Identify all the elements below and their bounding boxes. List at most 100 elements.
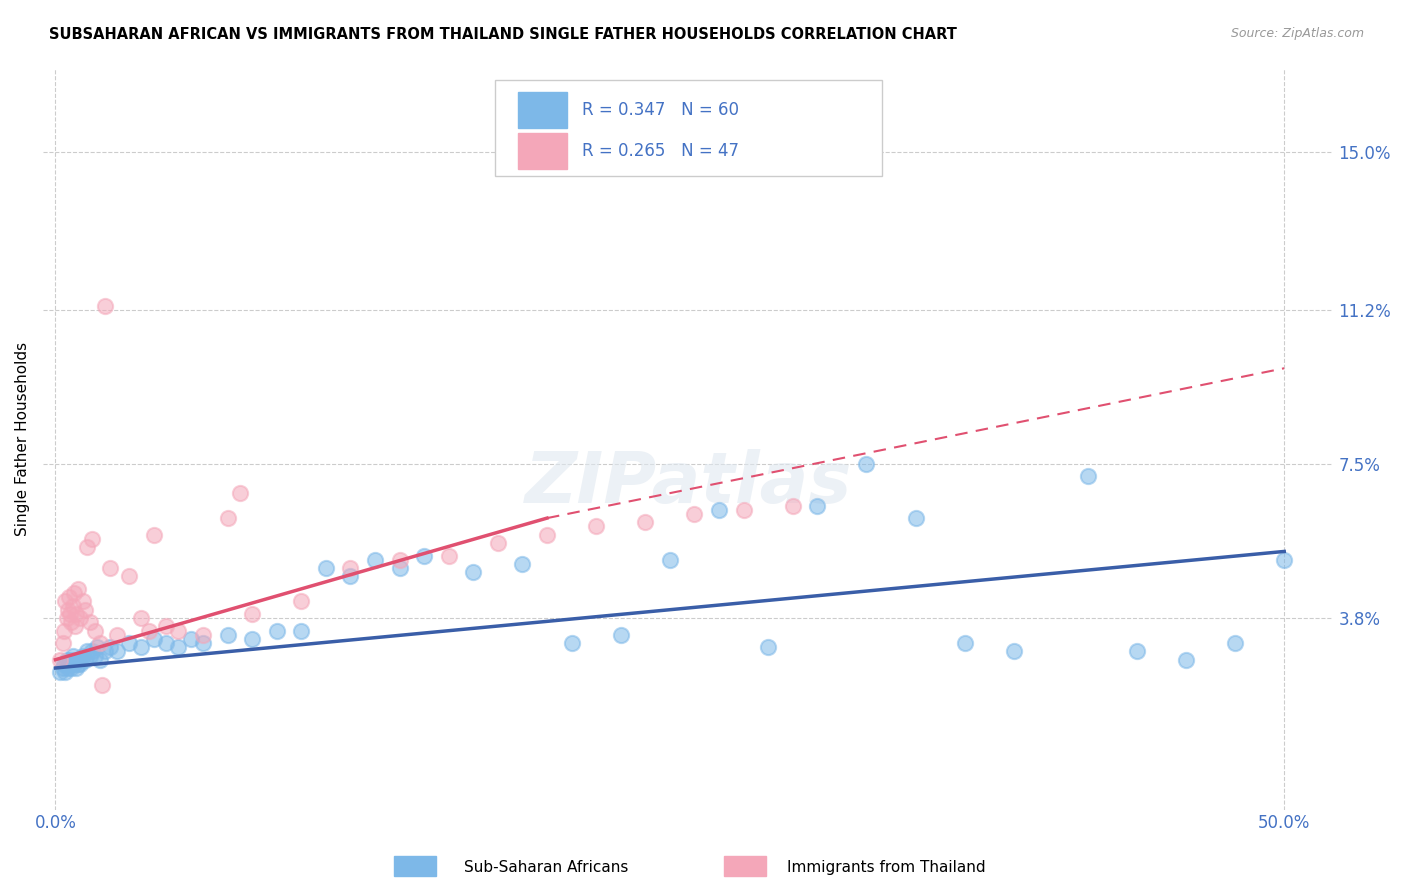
Point [76, 644, 98, 658]
Point [93, 644, 115, 658]
Point [266, 624, 288, 638]
Point [63, 653, 86, 667]
Point [683, 507, 706, 521]
Point [733, 503, 755, 517]
Point [63, 619, 86, 633]
Text: Source: ZipAtlas.com: Source: ZipAtlas.com [1230, 27, 1364, 40]
FancyBboxPatch shape [517, 92, 567, 128]
Point [191, 628, 214, 642]
Point [180, 632, 202, 646]
Point [59, 607, 82, 621]
Point [49, 653, 72, 667]
Point [60, 615, 83, 630]
Point [290, 594, 312, 608]
Point [240, 607, 263, 621]
Point [364, 553, 387, 567]
Point [82, 532, 104, 546]
Point [217, 628, 239, 642]
Point [82, 644, 104, 658]
Point [806, 499, 828, 513]
Point [86, 640, 108, 655]
Point [512, 557, 534, 571]
Point [1126, 644, 1149, 658]
Point [142, 632, 165, 646]
Point [58, 657, 80, 671]
Point [217, 511, 239, 525]
Text: ZIPatlas: ZIPatlas [524, 449, 852, 518]
Point [53, 657, 76, 671]
Point [83, 648, 105, 663]
Point [388, 553, 411, 567]
Point [1272, 553, 1295, 567]
Point [536, 528, 558, 542]
Point [63, 657, 86, 671]
Point [76, 541, 98, 555]
Point [240, 632, 263, 646]
Point [89, 653, 111, 667]
Point [79, 615, 101, 630]
Point [131, 640, 153, 655]
Point [105, 644, 128, 658]
Text: R = 0.347   N = 60: R = 0.347 N = 60 [582, 101, 740, 119]
Point [1077, 469, 1099, 483]
Point [93, 299, 115, 313]
Point [155, 636, 177, 650]
Text: SUBSAHARAN AFRICAN VS IMMIGRANTS FROM THAILAND SINGLE FATHER HOUSEHOLDS CORRELAT: SUBSAHARAN AFRICAN VS IMMIGRANTS FROM TH… [49, 27, 957, 42]
Point [105, 628, 128, 642]
Point [58, 591, 80, 605]
Point [98, 640, 121, 655]
Point [1002, 644, 1025, 658]
Point [142, 528, 165, 542]
Point [167, 640, 190, 655]
Point [65, 607, 87, 621]
Point [62, 648, 84, 663]
Point [62, 599, 84, 613]
Point [91, 678, 114, 692]
Point [73, 653, 96, 667]
Text: Sub-Saharan Africans: Sub-Saharan Africans [464, 860, 628, 874]
Point [167, 624, 190, 638]
Point [118, 569, 141, 583]
Text: Immigrants from Thailand: Immigrants from Thailand [787, 860, 986, 874]
Point [98, 561, 121, 575]
Point [66, 657, 89, 671]
Point [66, 582, 89, 596]
Point [52, 636, 75, 650]
Point [55, 611, 77, 625]
Point [53, 594, 76, 608]
Point [953, 636, 976, 650]
Point [53, 624, 76, 638]
Point [658, 553, 681, 567]
Point [138, 624, 160, 638]
Point [72, 648, 94, 663]
Point [782, 499, 804, 513]
Point [131, 611, 153, 625]
Point [63, 586, 86, 600]
Point [67, 653, 90, 667]
Point [56, 661, 79, 675]
Point [79, 648, 101, 663]
Point [155, 619, 177, 633]
Point [1174, 653, 1197, 667]
Point [191, 636, 214, 650]
Point [72, 594, 94, 608]
Point [413, 549, 436, 563]
Point [339, 561, 361, 575]
Point [437, 549, 460, 563]
Point [53, 665, 76, 680]
FancyBboxPatch shape [495, 79, 882, 176]
Point [561, 636, 583, 650]
Point [1223, 636, 1246, 650]
Point [855, 457, 877, 471]
Point [60, 661, 83, 675]
Point [65, 661, 87, 675]
Point [55, 653, 77, 667]
Point [707, 503, 730, 517]
Point [52, 661, 75, 675]
Point [69, 611, 91, 625]
Point [89, 636, 111, 650]
Point [634, 516, 657, 530]
Point [609, 628, 631, 642]
Text: R = 0.265   N = 47: R = 0.265 N = 47 [582, 142, 740, 160]
Point [73, 603, 96, 617]
